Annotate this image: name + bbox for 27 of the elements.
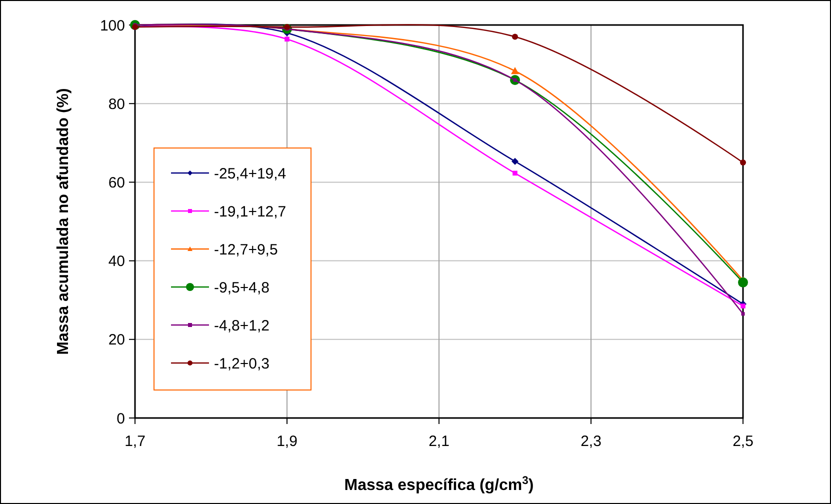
point (512, 34, 518, 40)
y-tick-label: 20 (108, 332, 125, 349)
x-tick-label: 2,3 (580, 433, 602, 450)
point (740, 160, 746, 166)
legend-label: -12,7+9,5 (214, 241, 278, 258)
y-axis-title: Massa acumulada no afundado (%) (55, 88, 72, 355)
point (740, 304, 746, 308)
y-tick-label: 0 (116, 410, 125, 428)
x-tick-label: 1,9 (276, 433, 298, 450)
point (741, 312, 745, 316)
y-tick-label: 40 (108, 253, 125, 270)
legend-label: -9,5+4,8 (214, 279, 270, 296)
legend-label: -19,1+12,7 (214, 203, 286, 220)
y-tick-label: 60 (108, 174, 125, 192)
y-tick-label: 100 (100, 17, 125, 34)
legend-label: -1,2+0,3 (214, 355, 270, 372)
x-tick-label: 1,7 (124, 433, 146, 450)
legend-label: -25,4+19,4 (214, 165, 286, 182)
point (284, 36, 290, 42)
x-tick-label: 2,1 (428, 433, 450, 450)
x-tick-label: 2,5 (732, 433, 754, 450)
legend-label: -4,8+1,2 (214, 317, 270, 334)
y-tick-label: 80 (108, 96, 125, 113)
point (512, 158, 518, 165)
point (738, 277, 748, 288)
point (512, 170, 518, 176)
x-axis-title: Massa específica (g/cm$^{3}$) (344, 475, 534, 494)
